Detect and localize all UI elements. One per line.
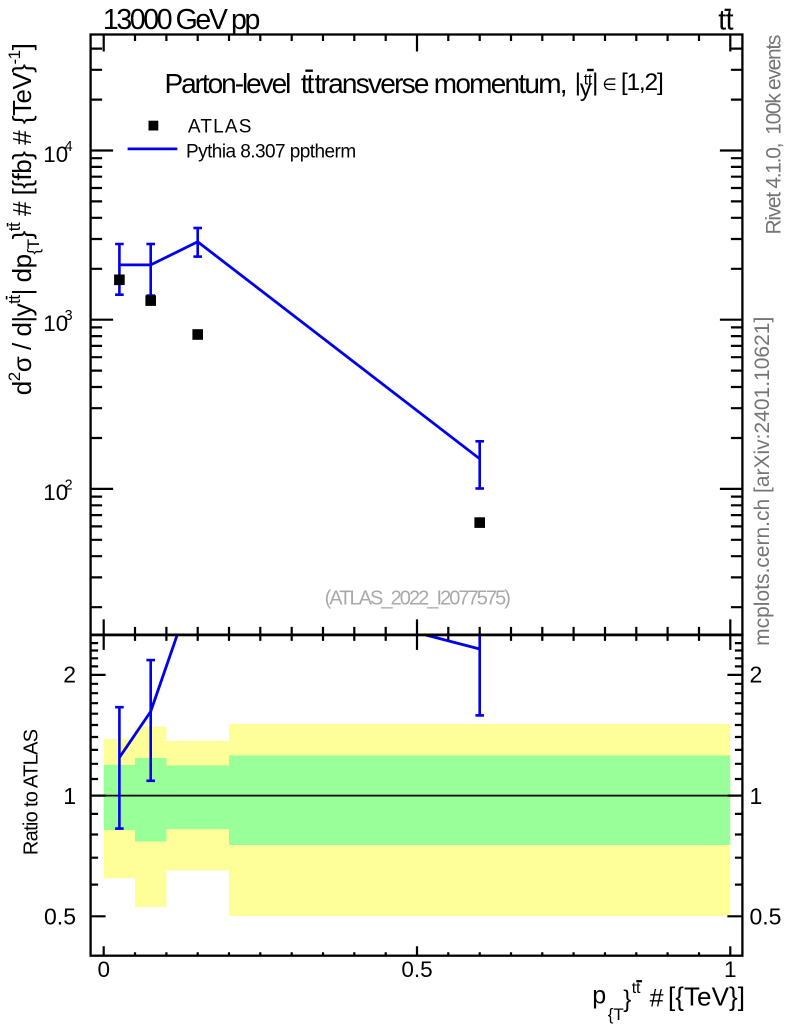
svg-text:Rivet 4.1.0, 100k events: Rivet 4.1.0, 100k events: [763, 35, 786, 234]
svg-text:d2σ / d|ytt| dp{T}tt # [{fb} #: d2σ / d|ytt| dp{T}tt # [{fb} # {TeV}-1]: [5, 44, 43, 396]
svg-text:2: 2: [750, 662, 763, 688]
svg-text:[1,2]: [1,2]: [621, 69, 663, 96]
svg-text:1: 1: [724, 957, 737, 982]
svg-text:[{TeV}]: [{TeV}]: [668, 981, 745, 1011]
svg-text:0.5: 0.5: [401, 957, 432, 982]
svg-text:tt: tt: [584, 72, 593, 89]
svg-text:y: y: [580, 75, 592, 101]
svg-text:tt: tt: [632, 980, 641, 997]
svg-text:1: 1: [750, 783, 763, 809]
svg-text:{T: {T: [608, 1005, 624, 1024]
svg-text:|: |: [575, 68, 582, 96]
svg-text:102: 102: [43, 477, 72, 505]
svg-text:}: }: [623, 986, 631, 1013]
svg-text:13000 GeV pp: 13000 GeV pp: [103, 4, 260, 36]
svg-text:2: 2: [63, 662, 76, 688]
svg-text:(ATLAS_2022_I2077575): (ATLAS_2022_I2077575): [325, 588, 511, 610]
svg-text:Parton-level: Parton-level: [165, 68, 291, 99]
svg-text:1: 1: [63, 783, 76, 809]
svg-text:tt: tt: [718, 5, 733, 37]
svg-text:ATLAS: ATLAS: [188, 116, 253, 137]
svg-text:transverse momentum,: transverse momentum,: [315, 68, 566, 99]
svg-text:mcplots.cern.ch [arXiv:2401.10: mcplots.cern.ch [arXiv:2401.10621]: [751, 317, 774, 646]
svg-text:∈: ∈: [602, 76, 616, 94]
svg-text:p: p: [592, 981, 606, 1009]
svg-text:0.5: 0.5: [44, 904, 76, 930]
svg-text:#: #: [650, 984, 664, 1012]
svg-text:|: |: [592, 68, 599, 96]
svg-text:Ratio to ATLAS: Ratio to ATLAS: [21, 729, 43, 855]
svg-text:104: 104: [43, 139, 72, 167]
svg-text:0.5: 0.5: [750, 904, 782, 930]
svg-text:Pythia 8.307 pptherm: Pythia 8.307 pptherm: [186, 141, 356, 162]
svg-text:103: 103: [43, 308, 72, 336]
svg-text:0: 0: [97, 957, 110, 982]
